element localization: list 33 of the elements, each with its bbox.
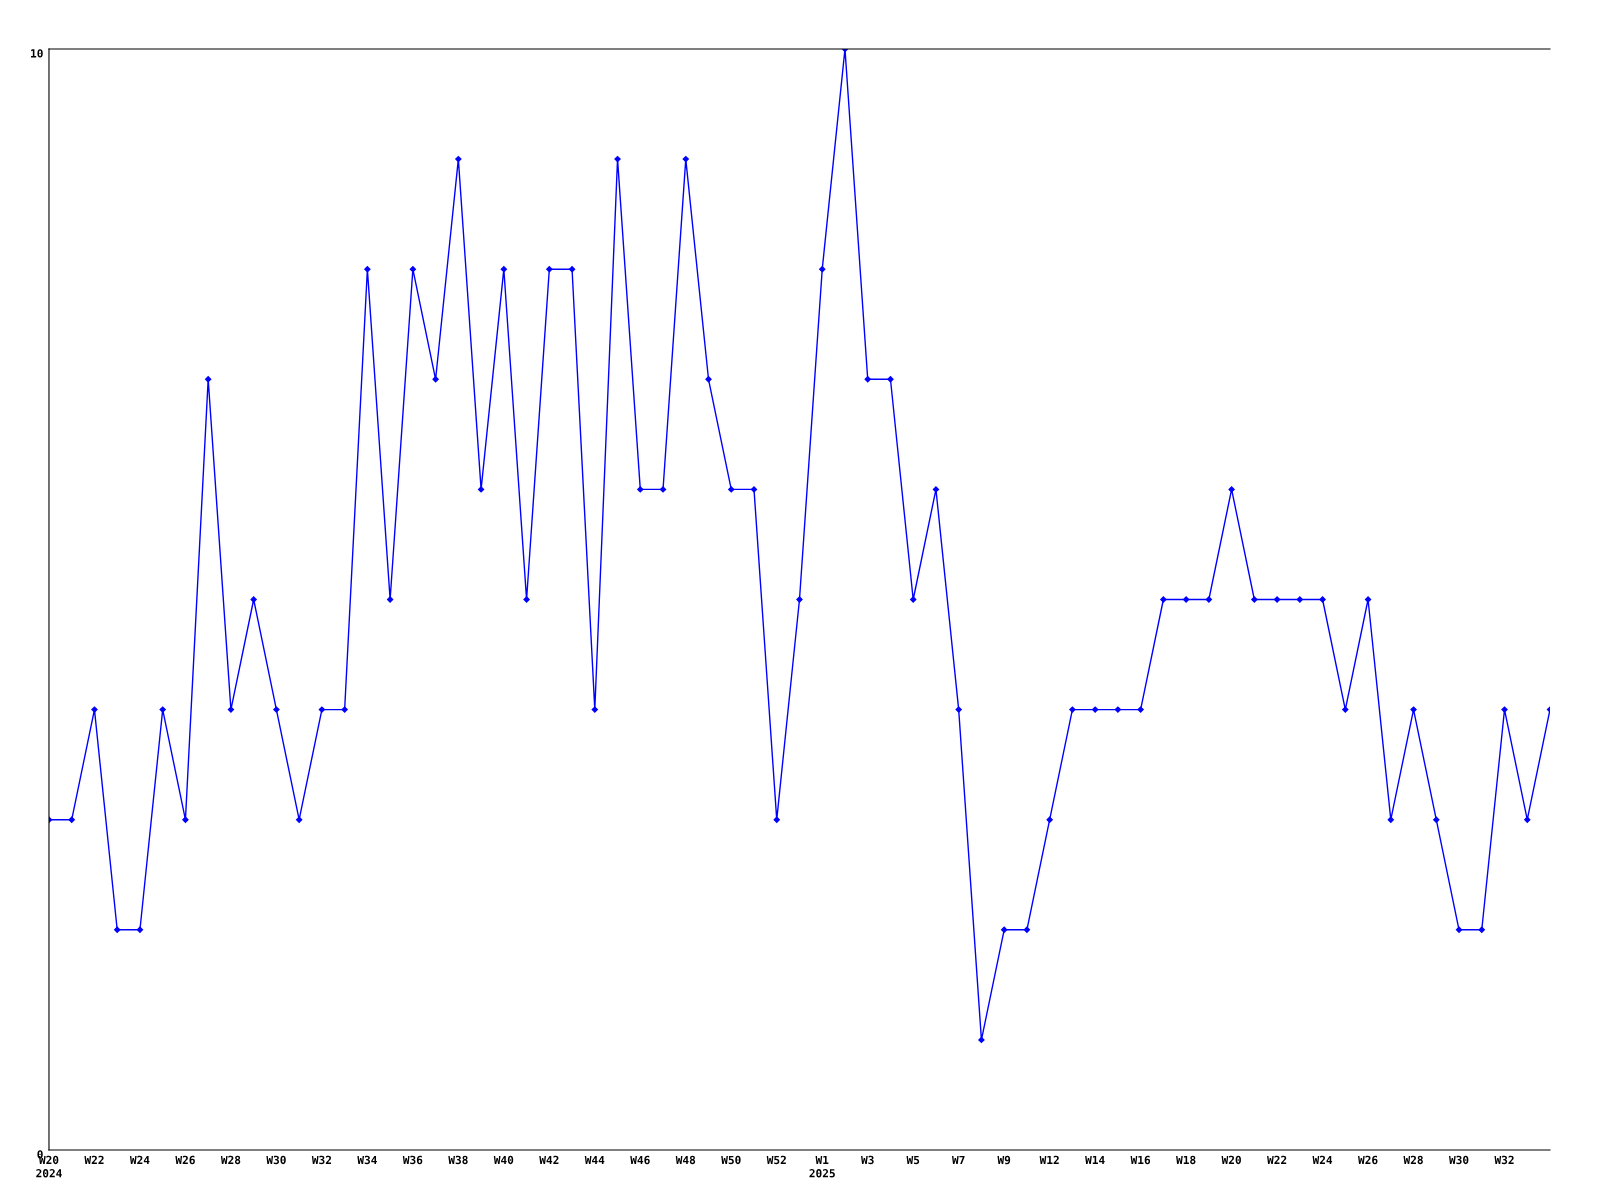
x-tick-label: W40: [493, 1155, 514, 1165]
x-tick-label: W5: [906, 1155, 920, 1165]
x-tick-label: W1 2025: [809, 1155, 835, 1178]
y-tick-label: 10: [31, 49, 43, 58]
x-tick-label: W28: [1403, 1155, 1423, 1165]
x-tick-label: W30: [1449, 1155, 1469, 1165]
x-tick-label: W38: [448, 1155, 468, 1165]
x-tick-label: W9: [997, 1155, 1011, 1165]
x-tick-label: W22: [1267, 1155, 1287, 1164]
x-tick-label: W24: [129, 1155, 150, 1164]
x-tick-label: W50: [721, 1155, 741, 1165]
x-tick-label: W18: [1176, 1155, 1196, 1165]
x-tick-label: W36: [402, 1155, 423, 1165]
x-tick-label: W32: [311, 1155, 331, 1165]
x-tick-label: W26: [175, 1155, 195, 1165]
x-tick-label: W44: [584, 1155, 605, 1164]
x-tick-label: W24: [1312, 1155, 1333, 1164]
x-tick-label: W20: [1221, 1155, 1241, 1165]
x-tick-label: W12: [1039, 1155, 1059, 1164]
x-tick-label: W42: [539, 1155, 559, 1164]
x-tick-label: W48: [675, 1155, 696, 1165]
x-tick-label: W3: [861, 1155, 874, 1165]
x-tick-label: W52: [766, 1155, 786, 1165]
x-tick-label: W28: [220, 1155, 241, 1165]
x-tick-label: W34: [357, 1155, 377, 1165]
x-tick-label: W22: [84, 1155, 104, 1164]
x-tick-label: W32: [1494, 1155, 1514, 1165]
x-tick-label: W14: [1085, 1155, 1105, 1164]
x-tick-label: W26: [1358, 1155, 1378, 1165]
x-tick-label: W7: [952, 1155, 965, 1164]
x-tick-label: W16: [1130, 1155, 1151, 1165]
x-tick-label: W46: [630, 1155, 650, 1165]
x-tick-label: W30: [266, 1155, 286, 1165]
